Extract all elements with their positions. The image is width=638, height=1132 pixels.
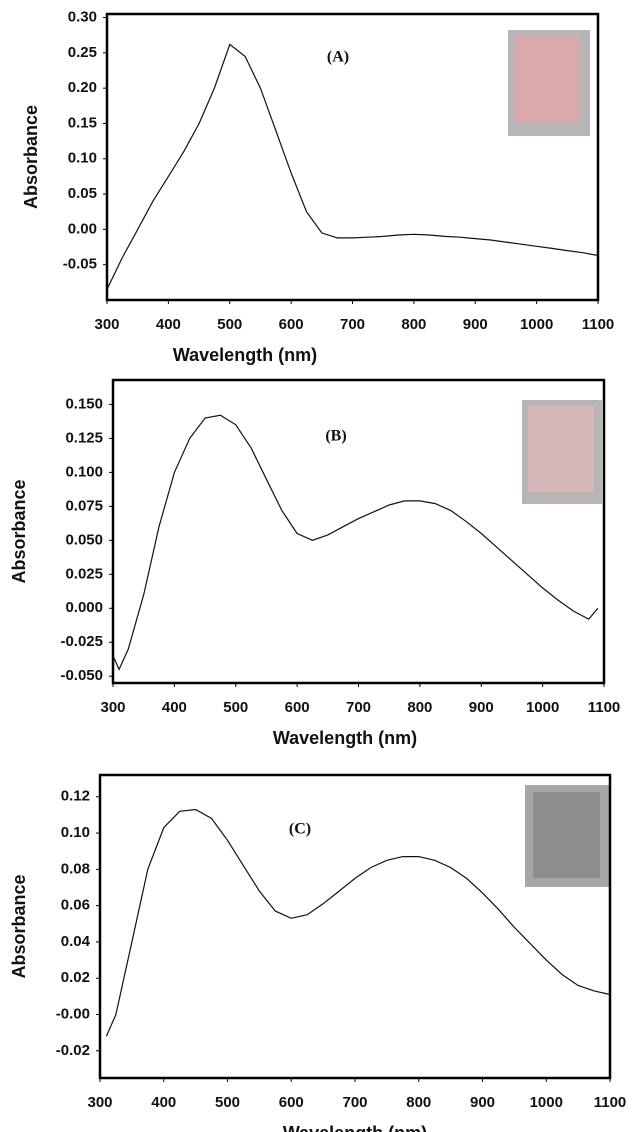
y-tick-label: 0.15 (68, 114, 97, 131)
y-tick-label: 0.10 (61, 824, 90, 841)
x-tick-label: 600 (285, 699, 310, 716)
x-tick-label: 1000 (520, 316, 553, 333)
x-tick-label: 700 (340, 316, 365, 333)
x-tick-label: 500 (217, 316, 242, 333)
x-tick-label: 1100 (594, 1094, 627, 1111)
panel-label: (C) (289, 821, 311, 838)
y-tick-label: 0.12 (61, 788, 90, 805)
inset-photo (528, 406, 594, 492)
y-tick-label: 0.30 (68, 8, 97, 25)
panel-label: (B) (325, 428, 346, 445)
x-tick-label: 800 (401, 316, 426, 333)
x-tick-label: 300 (94, 316, 119, 333)
y-tick-label: 0.20 (68, 79, 97, 96)
x-tick-label: 600 (279, 316, 304, 333)
spectrum-line (106, 43, 599, 290)
x-tick-label: 800 (406, 1094, 431, 1111)
y-axis-label: Absorbance (21, 105, 41, 209)
x-tick-label: 500 (223, 699, 248, 716)
x-axis-label: Wavelength (nm) (273, 728, 417, 748)
y-tick-label: 0.050 (65, 531, 103, 548)
y-tick-label: 0.05 (68, 185, 97, 202)
y-tick-label: 0.025 (65, 565, 103, 582)
y-tick-label: -0.025 (60, 633, 103, 650)
y-tick-label: 0.25 (68, 44, 97, 61)
y-tick-label: 0.125 (65, 429, 103, 446)
x-tick-label: 300 (100, 699, 125, 716)
y-tick-label: 0.08 (61, 860, 90, 877)
y-axis-label: Absorbance (9, 479, 29, 583)
x-axis-label: Wavelength (nm) (173, 345, 317, 365)
spectrum-line (105, 808, 611, 1037)
x-tick-label: 900 (463, 316, 488, 333)
y-tick-label: -0.02 (56, 1042, 90, 1059)
x-tick-label: 400 (151, 1094, 176, 1111)
y-tick-label: -0.05 (63, 256, 97, 273)
y-tick-label: 0.00 (68, 220, 97, 237)
x-tick-label: 900 (469, 699, 494, 716)
x-tick-label: 700 (346, 699, 371, 716)
x-tick-label: 500 (215, 1094, 240, 1111)
x-tick-label: 400 (156, 316, 181, 333)
y-tick-label: 0.02 (61, 969, 90, 986)
inset-photo (533, 792, 600, 878)
x-axis-label: Wavelength (nm) (283, 1123, 427, 1132)
x-tick-label: 700 (342, 1094, 367, 1111)
y-tick-label: 0.100 (65, 463, 103, 480)
x-tick-label: 1000 (530, 1094, 563, 1111)
y-tick-label: 0.04 (61, 933, 91, 950)
y-tick-label: 0.000 (65, 599, 103, 616)
y-tick-label: 0.075 (65, 497, 103, 514)
y-tick-label: 0.150 (65, 395, 103, 412)
x-tick-label: 1000 (526, 699, 559, 716)
inset-photo (515, 36, 579, 122)
x-tick-label: 1100 (582, 316, 615, 333)
y-axis-label: Absorbance (9, 874, 29, 978)
spectrum-line (112, 414, 599, 671)
y-tick-label: 0.10 (68, 150, 97, 167)
x-tick-label: 400 (162, 699, 187, 716)
y-tick-label: -0.00 (56, 1005, 90, 1022)
x-tick-label: 600 (279, 1094, 304, 1111)
y-tick-label: -0.050 (60, 667, 103, 684)
panel-label: (A) (327, 49, 349, 66)
x-tick-label: 800 (407, 699, 432, 716)
y-tick-label: 0.06 (61, 897, 90, 914)
x-tick-label: 300 (87, 1094, 112, 1111)
x-tick-label: 1100 (588, 699, 621, 716)
x-tick-label: 900 (470, 1094, 495, 1111)
